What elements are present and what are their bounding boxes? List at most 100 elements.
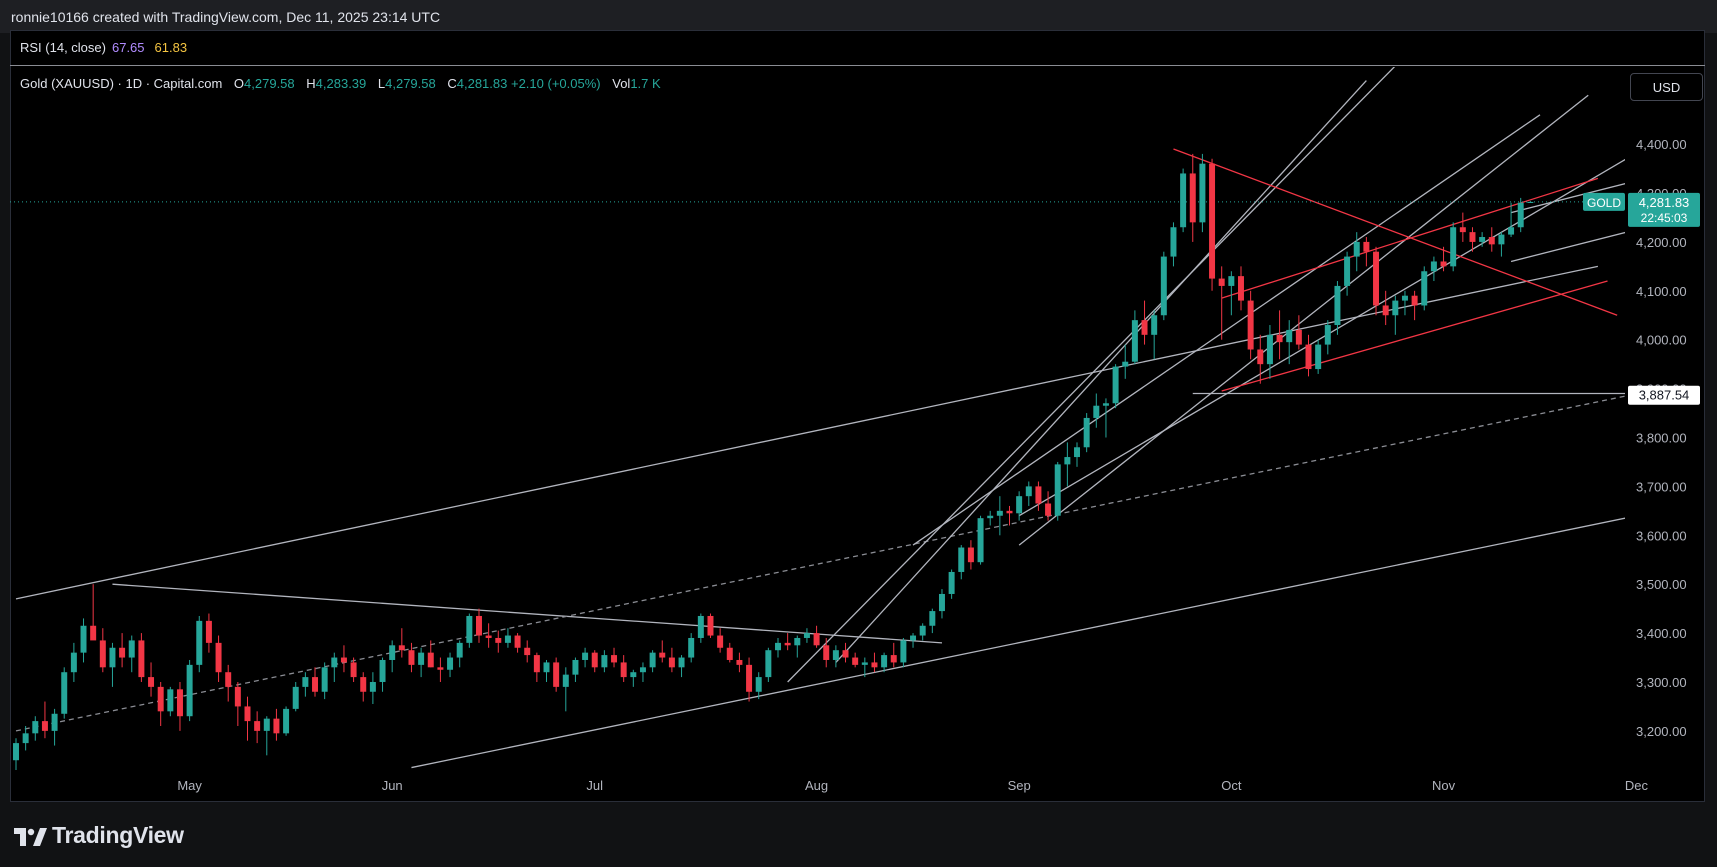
- candle-body: [1508, 227, 1515, 235]
- level-price-tag: [1628, 385, 1700, 405]
- candle-body: [466, 615, 473, 643]
- candle-body: [1305, 344, 1312, 370]
- candle-body: [813, 633, 820, 646]
- trend-line: [1018, 158, 1625, 517]
- candle-body: [148, 677, 155, 687]
- candle-body: [408, 650, 415, 665]
- candle-body: [379, 659, 386, 682]
- pane-divider[interactable]: [10, 65, 1705, 66]
- candle-body: [447, 657, 454, 670]
- volume-value: 1.7 K: [630, 76, 661, 91]
- candle-body: [80, 625, 87, 653]
- candle-body: [13, 743, 19, 761]
- trend-line: [1018, 94, 1589, 546]
- candle-body: [32, 721, 39, 734]
- candle-body: [99, 640, 106, 668]
- currency-button[interactable]: USD: [1630, 73, 1703, 101]
- candle-body: [321, 667, 328, 692]
- low-label: L: [377, 76, 386, 91]
- plot-area: [10, 67, 1625, 770]
- candle-body: [1054, 464, 1061, 516]
- candle-body: [196, 620, 203, 665]
- candle-body: [1392, 300, 1399, 316]
- attribution-text: ronnie10166 created with TradingView.com…: [11, 9, 441, 25]
- y-tick-label: 4,100.00: [1636, 284, 1687, 299]
- candle-body: [553, 662, 560, 687]
- y-tick-label: 3,500.00: [1636, 577, 1687, 592]
- candle-body: [1112, 366, 1119, 404]
- candle-body: [1160, 256, 1167, 316]
- candle-body: [668, 657, 675, 668]
- candle-body: [61, 672, 68, 714]
- candle-body: [871, 662, 878, 668]
- trend-line: [1173, 148, 1618, 316]
- y-tick-label: 3,200.00: [1636, 724, 1687, 739]
- x-tick-label: Sep: [1008, 778, 1031, 793]
- candle-body: [1469, 232, 1476, 242]
- candle-body: [784, 642, 791, 646]
- rsi-label: RSI (14, close): [20, 40, 106, 55]
- candle-body: [1237, 276, 1244, 301]
- candle-body: [1430, 261, 1437, 272]
- symbol-legend[interactable]: Gold (XAUUSD) · 1D · Capital.com O4,279.…: [20, 76, 661, 91]
- candle-body: [263, 718, 270, 731]
- x-tick-label: Nov: [1432, 778, 1456, 793]
- candle-body: [601, 655, 608, 668]
- candle-body: [398, 645, 405, 651]
- candle-body: [360, 677, 367, 692]
- trend-line: [912, 114, 1541, 546]
- candle-body: [736, 659, 743, 665]
- candle-body: [1479, 237, 1486, 242]
- candle-body: [881, 655, 888, 668]
- candle-body: [225, 672, 232, 687]
- candle-body: [186, 664, 193, 717]
- candle-body: [475, 615, 482, 636]
- tradingview-logo-text: TradingView: [52, 822, 184, 848]
- candle-body: [119, 647, 126, 658]
- high-value: 4,283.39: [315, 76, 367, 91]
- candle-body: [1083, 417, 1090, 448]
- candle-body: [1093, 405, 1100, 418]
- candle-body: [205, 620, 212, 643]
- candle-body: [1488, 237, 1495, 245]
- candle-body: [128, 640, 135, 658]
- candle-body: [1209, 163, 1216, 279]
- x-tick-label: Oct: [1221, 778, 1242, 793]
- candle-body: [1016, 496, 1023, 514]
- candle-body: [659, 652, 666, 658]
- candle-body: [514, 635, 521, 648]
- candle-body: [167, 689, 174, 712]
- candle-body: [649, 652, 656, 668]
- candle-body: [794, 637, 801, 646]
- candle-body: [1266, 334, 1273, 365]
- candle-body: [1045, 503, 1052, 516]
- candle-body: [1353, 241, 1360, 257]
- attribution-bar: ronnie10166 created with TradingView.com…: [0, 0, 1717, 33]
- candle-body: [1450, 227, 1457, 267]
- y-tick-label: 3,400.00: [1636, 626, 1687, 641]
- ticker-tag: [1583, 192, 1625, 211]
- candle-body: [1247, 300, 1254, 350]
- candle-body: [302, 677, 309, 687]
- candle-body: [1276, 334, 1283, 343]
- candle-body: [524, 647, 531, 656]
- candle-body: [1382, 305, 1389, 316]
- candle-body: [283, 708, 290, 734]
- candle-body: [948, 571, 955, 594]
- candle-body: [418, 652, 425, 665]
- candle-body: [1189, 173, 1196, 223]
- x-tick-label: Dec: [1625, 778, 1649, 793]
- rsi-value-1: 67.65: [111, 40, 145, 55]
- rsi-legend[interactable]: RSI (14, close) 67.65 61.83: [20, 40, 187, 55]
- candle-body: [389, 645, 396, 660]
- candle-body: [755, 677, 762, 692]
- candle-body: [823, 645, 830, 660]
- candle-body: [495, 637, 502, 643]
- candle-body: [697, 615, 704, 638]
- candle-body: [582, 652, 589, 660]
- candle-body: [90, 625, 97, 641]
- candle-body: [157, 686, 164, 712]
- candle-body: [765, 650, 772, 678]
- candle-body: [138, 640, 145, 678]
